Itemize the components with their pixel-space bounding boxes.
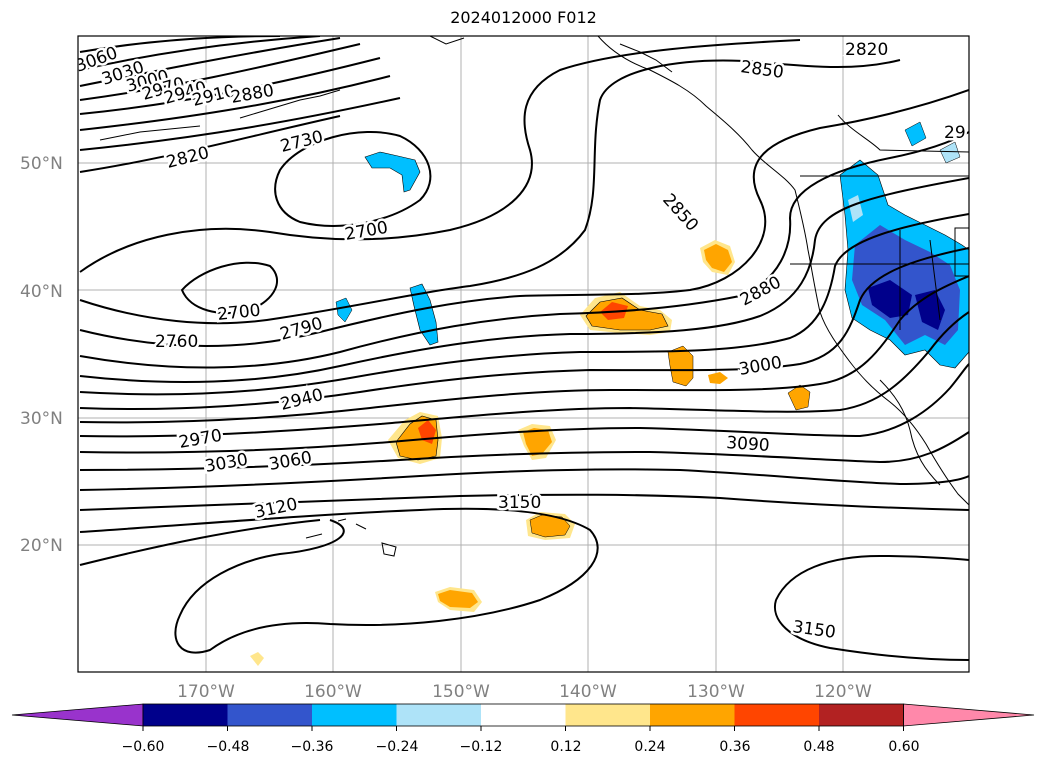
colorbar-segment	[396, 704, 482, 726]
colorbar-segment	[734, 704, 820, 726]
lat-label-50n: 50°N	[20, 154, 63, 174]
lon-label-120w: 120°W	[814, 682, 872, 702]
coastlines	[99, 36, 969, 557]
map-frame	[77, 35, 970, 673]
colorbar-extend-low	[11, 703, 144, 727]
map-title: 2024012000 F012	[450, 8, 597, 27]
graticule	[78, 36, 969, 672]
colorbar-segment	[312, 704, 397, 726]
colorbar-segment	[650, 704, 735, 726]
colorbar-tick-label: −0.24	[376, 739, 419, 755]
lat-label-20n: 20°N	[20, 536, 63, 556]
latitude-labels: 20°N 30°N 40°N 50°N	[20, 154, 63, 556]
colorbar-tick-label: −0.12	[460, 739, 503, 755]
colorbar-segment	[819, 704, 904, 726]
height-contours	[79, 36, 969, 661]
colorbar-segment	[565, 704, 651, 726]
map-panel	[78, 36, 969, 672]
colorbar-tick-label: 0.36	[719, 739, 750, 755]
colorbar-tick-label: −0.60	[122, 739, 165, 755]
colorbar-segment	[227, 704, 313, 726]
colorbar-frame	[142, 703, 904, 727]
lat-label-30n: 30°N	[20, 409, 63, 429]
colorbar-tick-label: 0.24	[634, 739, 665, 755]
lon-label-160w: 160°W	[304, 682, 362, 702]
contour-label: 3090	[726, 433, 771, 456]
colorbar	[11, 703, 1035, 731]
lat-label-40n: 40°N	[20, 282, 63, 302]
colorbar-segment	[481, 704, 566, 726]
lon-label-140w: 140°W	[559, 682, 617, 702]
contour-label: 2820	[845, 40, 888, 60]
colorbar-ticks: −0.60 −0.48 −0.36 −0.24 −0.12 0.12 0.24 …	[122, 739, 920, 755]
contour-label: 29	[944, 123, 966, 143]
contour-labels: 3060 3030 3000 2970 2940 2910 2880 2820 …	[78, 38, 968, 646]
lon-label-130w: 130°W	[687, 682, 745, 702]
lon-label-170w: 170°W	[177, 682, 235, 702]
colorbar-segment	[143, 704, 228, 726]
colorbar-tick-label: −0.36	[291, 739, 334, 755]
longitude-labels: 170°W 160°W 150°W 140°W 130°W 120°W	[177, 682, 872, 702]
contour-label: 2760	[155, 332, 198, 352]
colorbar-tick-label: 0.48	[803, 739, 834, 755]
colorbar-tick-label: −0.48	[207, 739, 250, 755]
colorbar-tick-label: 0.12	[550, 739, 581, 755]
lon-label-150w: 150°W	[432, 682, 490, 702]
contour-label: 3150	[498, 493, 541, 513]
colorbar-tick-label: 0.60	[888, 739, 919, 755]
colorbar-extend-high	[903, 703, 1035, 727]
